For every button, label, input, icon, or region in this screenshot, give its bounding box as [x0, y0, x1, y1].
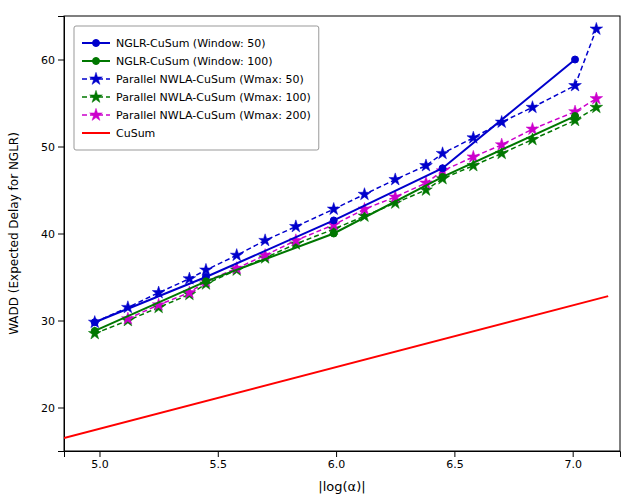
point — [259, 234, 272, 246]
legend-item: NGLR-CuSum (Window: 50) — [82, 37, 265, 50]
legend-marker — [90, 72, 103, 84]
y-tick-mark — [58, 60, 64, 61]
point — [290, 220, 303, 232]
point — [590, 101, 603, 113]
x-tick: 7.0 — [564, 451, 582, 471]
y-tick-label: 60 — [41, 54, 55, 67]
x-tick-mark — [99, 451, 100, 457]
legend-frame — [74, 26, 319, 150]
y-tick-label: 40 — [41, 228, 55, 241]
x-tick-label: 5.0 — [91, 458, 109, 471]
x-axis: 5.0 5.5 6.0 6.5 7.0 — [65, 451, 621, 471]
x-tick-label: 5.5 — [210, 458, 228, 471]
y-axis-line — [58, 17, 65, 452]
point — [590, 22, 603, 34]
series — [64, 296, 608, 438]
point — [439, 173, 446, 180]
x-tick-mark — [573, 451, 574, 457]
x-tick: 5.0 — [91, 451, 109, 471]
y-tick-mark — [58, 147, 64, 148]
y-tick-label: 20 — [41, 402, 55, 415]
point — [590, 92, 603, 104]
x-tick-label: 6.0 — [328, 458, 346, 471]
point — [572, 113, 579, 120]
legend-marker — [90, 90, 103, 102]
y-tick: 50 — [41, 141, 64, 154]
point — [91, 319, 98, 326]
chart: 5.0 5.5 6.0 6.5 7.0 20 30 40 50 60 |log(α)| WADD (E… — [0, 0, 640, 503]
y-tick: 60 — [41, 54, 64, 67]
point — [330, 217, 337, 224]
point — [230, 249, 243, 261]
legend-label: Parallel NWLA-CuSum (Wmax: 50) — [116, 73, 304, 86]
x-tick-label: 6.5 — [446, 458, 464, 471]
line — [95, 60, 575, 323]
x-tick-mark — [218, 451, 219, 457]
y-axis: 20 30 40 50 60 — [41, 17, 65, 452]
point — [358, 188, 371, 200]
line — [64, 296, 608, 438]
marks — [64, 22, 608, 438]
x-tick-mark — [454, 451, 455, 457]
point — [436, 147, 449, 159]
point — [569, 79, 582, 91]
point — [330, 230, 337, 237]
line — [95, 29, 597, 322]
point — [420, 159, 433, 171]
legend: NGLR-CuSum (Window: 50) NGLR-CuSum (Windo… — [74, 26, 319, 150]
legend-item: NGLR-CuSum (Window: 100) — [82, 55, 272, 68]
y-tick: 20 — [41, 402, 64, 415]
x-tick-label: 7.0 — [564, 458, 582, 471]
legend-label: CuSum — [116, 127, 155, 140]
x-tick: 6.5 — [446, 451, 464, 471]
legend-item: Parallel NWLA-CuSum (Wmax: 100) — [82, 90, 311, 104]
x-tick: 6.0 — [328, 451, 346, 471]
legend-marker — [93, 40, 100, 47]
point — [202, 278, 209, 285]
legend-label: NGLR-CuSum (Window: 50) — [116, 37, 265, 50]
plot: 5.0 5.5 6.0 6.5 7.0 20 30 40 50 60 |log(α)| WADD (E… — [7, 16, 621, 494]
x-axis-title: |log(α)| — [318, 479, 365, 494]
point — [91, 327, 98, 334]
y-tick-label: 30 — [41, 315, 55, 328]
legend-item: Parallel NWLA-CuSum (Wmax: 50) — [82, 72, 304, 86]
y-tick-mark — [58, 408, 64, 409]
point — [572, 56, 579, 63]
legend-label: NGLR-CuSum (Window: 100) — [116, 55, 272, 68]
legend-item: CuSum — [82, 127, 155, 140]
legend-marker — [93, 58, 100, 65]
y-tick-label: 50 — [41, 141, 55, 154]
x-axis-line — [65, 452, 621, 458]
legend-swatch — [82, 132, 110, 134]
legend-marker — [90, 108, 103, 120]
legend-item: Parallel NWLA-CuSum (Wmax: 200) — [82, 108, 311, 122]
legend-label: Parallel NWLA-CuSum (Wmax: 100) — [116, 91, 311, 104]
point — [467, 131, 480, 143]
y-tick-mark — [58, 234, 64, 235]
x-tick-mark — [336, 451, 337, 457]
y-tick: 40 — [41, 228, 64, 241]
y-axis-title: WADD (Expected Delay for NGLR) — [7, 132, 21, 335]
legend-label: Parallel NWLA-CuSum (Wmax: 200) — [116, 109, 311, 122]
series — [91, 56, 578, 326]
point — [439, 165, 446, 172]
x-tick: 5.5 — [210, 451, 228, 471]
plot-frame — [64, 16, 620, 451]
point — [389, 173, 402, 185]
y-tick: 30 — [41, 315, 64, 328]
y-tick-mark — [58, 321, 64, 322]
point — [88, 316, 101, 328]
point — [526, 101, 539, 113]
point — [327, 202, 340, 214]
